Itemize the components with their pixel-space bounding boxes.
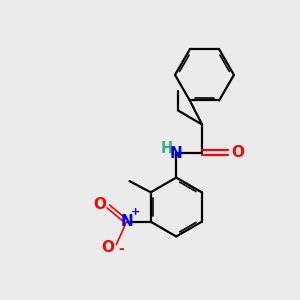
Text: N: N	[170, 146, 183, 161]
Text: O: O	[231, 145, 244, 160]
Text: +: +	[131, 207, 140, 217]
Text: O: O	[101, 240, 114, 255]
Text: O: O	[93, 197, 106, 212]
Text: N: N	[120, 214, 133, 229]
Text: -: -	[118, 242, 124, 256]
Text: H: H	[160, 142, 172, 157]
